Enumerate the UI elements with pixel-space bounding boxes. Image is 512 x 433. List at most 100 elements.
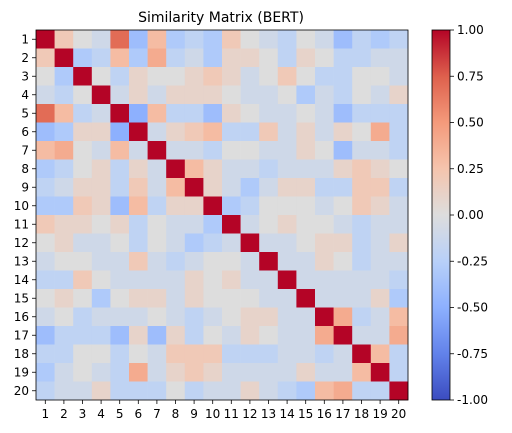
heatmap-cell-r8-c18 <box>352 159 372 179</box>
heatmap-cell-r20-c18 <box>352 381 372 401</box>
heatmap-cell-r5-c19 <box>370 104 390 123</box>
heatmap-cell-r3-c7 <box>147 67 167 86</box>
heatmap-cell-r15-c12 <box>240 289 260 308</box>
heatmap-cell-r5-c5 <box>110 104 130 123</box>
heatmap-cell-r3-c11 <box>222 67 241 86</box>
heatmap-cell-r20-c9 <box>184 381 204 401</box>
heatmap-cell-r9-c3 <box>73 178 93 197</box>
y-tick-label: 5 <box>21 106 29 120</box>
x-tick-label: 1 <box>41 407 49 421</box>
heatmap-cell-r11-c10 <box>203 215 223 234</box>
heatmap-cell-r4-c14 <box>277 85 297 105</box>
heatmap-cell-r14-c12 <box>240 270 260 290</box>
heatmap-cell-r7-c17 <box>333 141 353 160</box>
heatmap-cell-r20-c4 <box>91 381 111 401</box>
heatmap-cell-r20-c6 <box>129 381 148 401</box>
x-tick-label: 9 <box>190 407 198 421</box>
heatmap-cell-r14-c16 <box>315 270 334 290</box>
heatmap-cell-r10-c13 <box>259 196 279 216</box>
heatmap-cell-r16-c20 <box>389 307 409 327</box>
heatmap-cell-r13-c5 <box>110 252 130 271</box>
heatmap-cell-r5-c14 <box>277 104 297 123</box>
heatmap-cell-r16-c18 <box>352 307 372 327</box>
heatmap-cell-r14-c17 <box>333 270 353 290</box>
heatmap-cell-r8-c4 <box>91 159 111 179</box>
heatmap-cell-r17-c3 <box>73 326 93 345</box>
heatmap-cell-r15-c5 <box>110 289 130 308</box>
y-tick-label: 14 <box>14 273 29 287</box>
heatmap-cell-r18-c1 <box>36 344 55 364</box>
heatmap-cell-r16-c5 <box>110 307 130 327</box>
heatmap-cell-r14-c5 <box>110 270 130 290</box>
heatmap-cell-r19-c15 <box>296 363 316 382</box>
heatmap-cell-r2-c13 <box>259 48 279 68</box>
heatmap-cell-r4-c6 <box>129 85 148 105</box>
heatmap-cell-r20-c15 <box>296 381 316 401</box>
heatmap-cell-r20-c3 <box>73 381 93 401</box>
heatmap-cell-r19-c1 <box>36 363 55 382</box>
heatmap-cell-r4-c9 <box>184 85 204 105</box>
heatmap-cell-r2-c17 <box>333 48 353 68</box>
heatmap-cell-r7-c18 <box>352 141 372 160</box>
heatmap-cell-r2-c19 <box>370 48 390 68</box>
heatmap-cell-r3-c3 <box>73 67 93 86</box>
heatmap-cell-r5-c9 <box>184 104 204 123</box>
heatmap-cell-r16-c11 <box>222 307 241 327</box>
heatmap-cell-r10-c15 <box>296 196 316 216</box>
colorbar-tick-label: -0.50 <box>457 301 488 315</box>
heatmap-cell-r7-c7 <box>147 141 167 160</box>
heatmap-cell-r7-c16 <box>315 141 334 160</box>
heatmap-cell-r5-c17 <box>333 104 353 123</box>
heatmap-cell-r3-c19 <box>370 67 390 86</box>
x-tick-label: 6 <box>134 407 142 421</box>
x-tick-label: 19 <box>372 407 387 421</box>
heatmap-cell-r19-c18 <box>352 363 372 382</box>
heatmap-cell-r6-c10 <box>203 122 223 142</box>
heatmap-cell-r15-c18 <box>352 289 372 308</box>
heatmap-cell-r17-c11 <box>222 326 241 345</box>
heatmap-cell-r3-c5 <box>110 67 130 86</box>
heatmap-cell-r1-c6 <box>129 30 148 49</box>
heatmap-cell-r1-c14 <box>277 30 297 49</box>
heatmap-cell-r6-c7 <box>147 122 167 142</box>
heatmap-cell-r9-c17 <box>333 178 353 197</box>
heatmap-cell-r14-c13 <box>259 270 279 290</box>
heatmap-cell-r4-c15 <box>296 85 316 105</box>
heatmap-cell-r20-c2 <box>54 381 74 401</box>
heatmap-cell-r5-c8 <box>166 104 186 123</box>
heatmap-cell-r13-c12 <box>240 252 260 271</box>
heatmap-cell-r13-c15 <box>296 252 316 271</box>
heatmap-cell-r6-c4 <box>91 122 111 142</box>
heatmap-cell-r13-c6 <box>129 252 148 271</box>
heatmap-cell-r17-c18 <box>352 326 372 345</box>
heatmap-cell-r5-c12 <box>240 104 260 123</box>
heatmap-cell-r2-c10 <box>203 48 223 68</box>
heatmap-cell-r13-c19 <box>370 252 390 271</box>
heatmap-cell-r16-c2 <box>54 307 74 327</box>
heatmap-cell-r10-c4 <box>91 196 111 216</box>
heatmap-cell-r13-c16 <box>315 252 334 271</box>
colorbar-tick-label: 0.00 <box>457 208 484 222</box>
heatmap-cell-r5-c11 <box>222 104 241 123</box>
plot-frame <box>35 29 409 401</box>
heatmap-cell-r17-c10 <box>203 326 223 345</box>
heatmap-cell-r6-c16 <box>315 122 334 142</box>
heatmap-cell-r15-c14 <box>277 289 297 308</box>
heatmap-cell-r17-c5 <box>110 326 130 345</box>
heatmap-cell-r20-c12 <box>240 381 260 401</box>
heatmap-cell-r19-c14 <box>277 363 297 382</box>
heatmap-cell-r16-c6 <box>129 307 148 327</box>
heatmap-cell-r15-c16 <box>315 289 334 308</box>
heatmap-cell-r15-c20 <box>389 289 409 308</box>
y-tick-label: 4 <box>21 88 29 102</box>
heatmap-cell-r8-c5 <box>110 159 130 179</box>
heatmap-cell-r10-c18 <box>352 196 372 216</box>
heatmap-cell-r6-c2 <box>54 122 74 142</box>
heatmap-cell-r14-c19 <box>370 270 390 290</box>
heatmap-cell-r12-c15 <box>296 233 316 253</box>
heatmap-cell-r12-c13 <box>259 233 279 253</box>
heatmap-cell-r10-c14 <box>277 196 297 216</box>
y-tick-label: 12 <box>14 236 29 250</box>
y-tick-label: 1 <box>21 32 29 46</box>
